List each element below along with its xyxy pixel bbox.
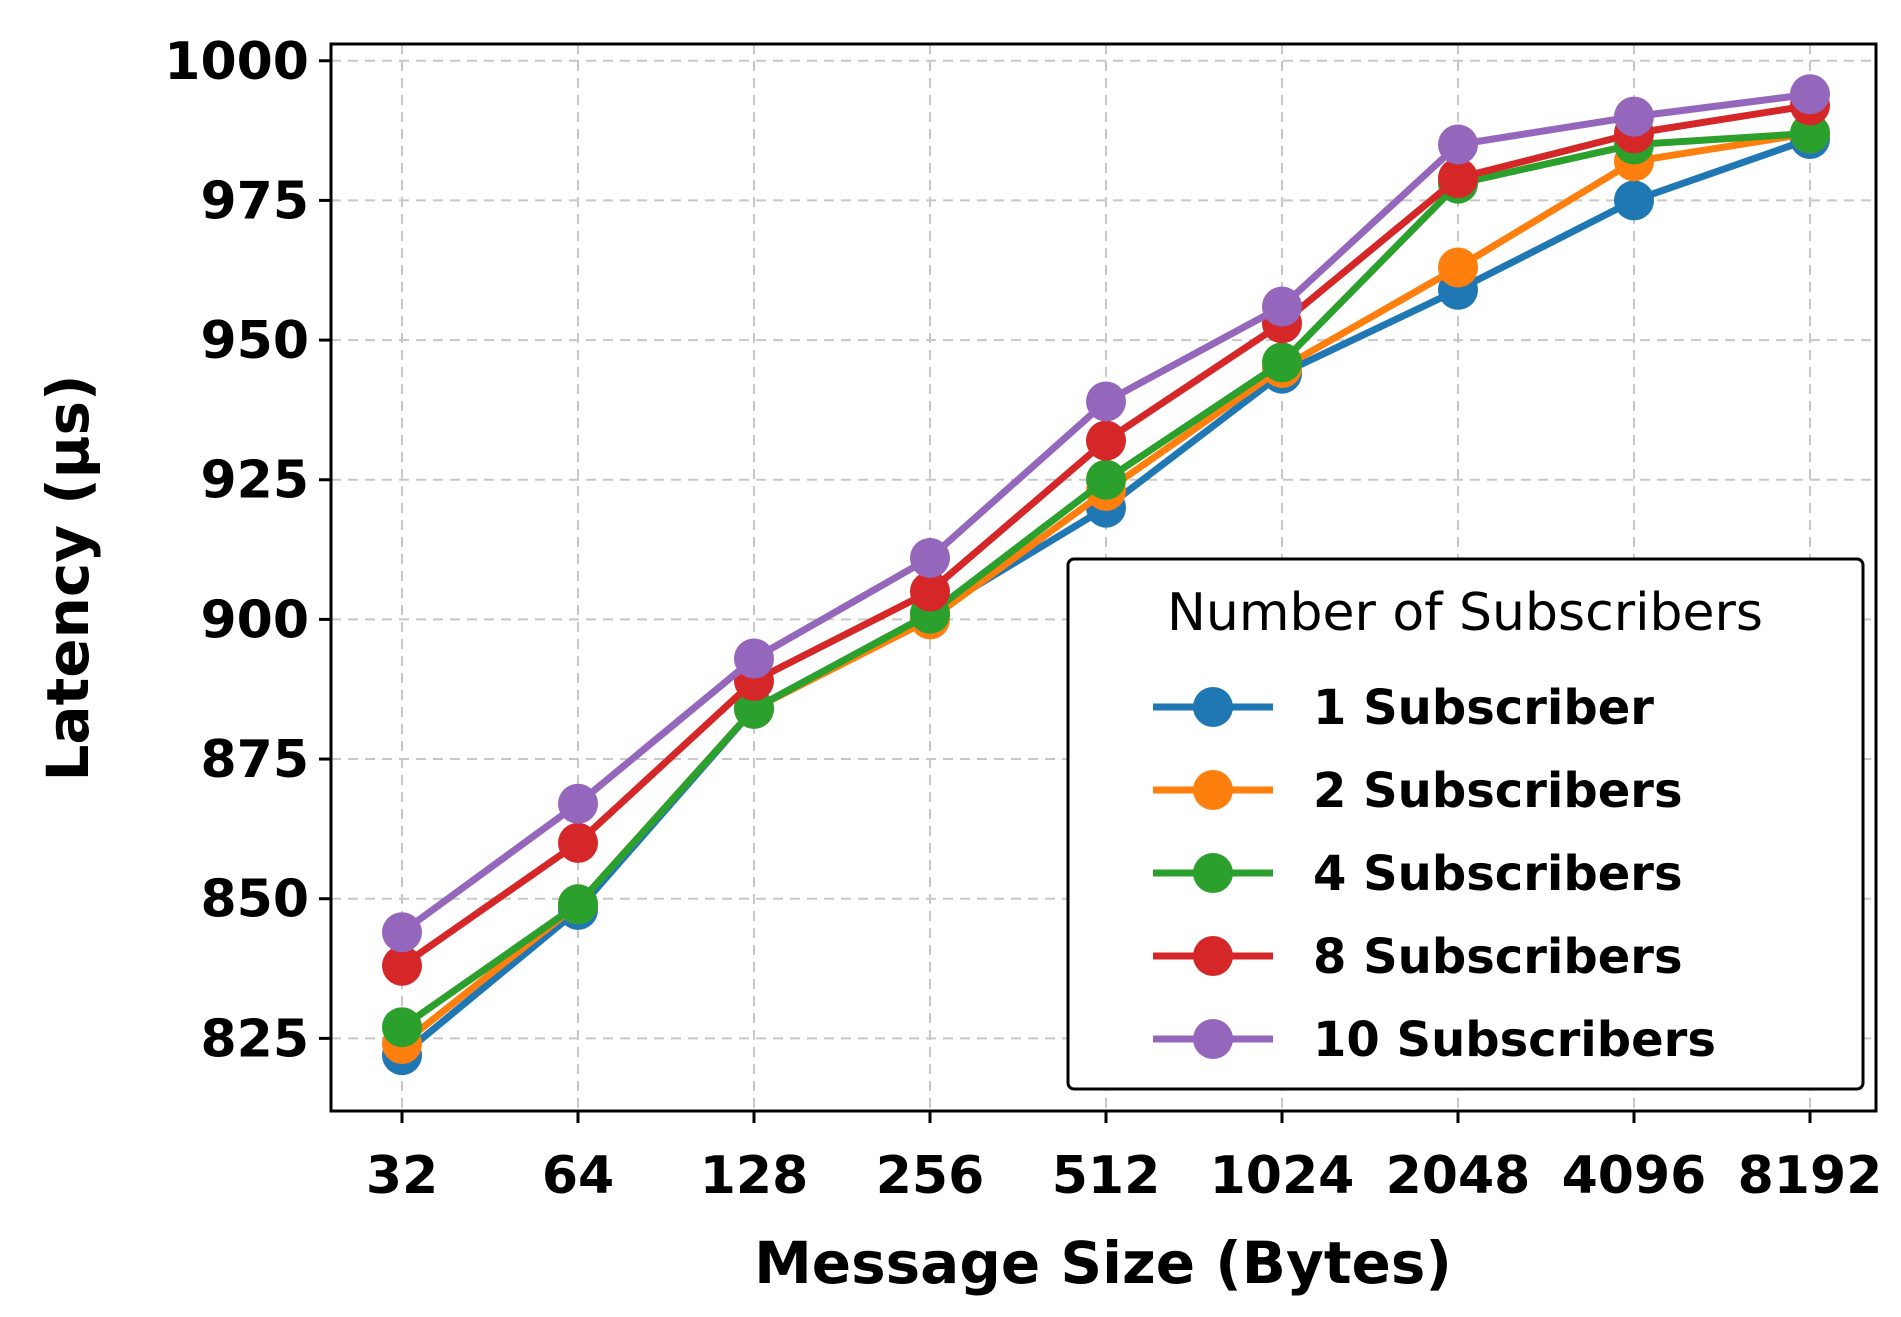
legend-marker bbox=[1193, 687, 1233, 727]
legend-item: 1 Subscriber bbox=[1153, 680, 1654, 736]
legend-item: 10 Subscribers bbox=[1153, 1012, 1716, 1068]
legend-item: 8 Subscribers bbox=[1153, 929, 1683, 985]
x-tick-label: 4096 bbox=[1562, 1146, 1707, 1206]
legend-marker bbox=[1193, 1019, 1233, 1059]
y-tick-label: 900 bbox=[200, 590, 309, 650]
y-axis-label: Latency (μs) bbox=[34, 374, 102, 781]
x-tick-label: 128 bbox=[700, 1146, 809, 1206]
data-point bbox=[910, 537, 950, 578]
data-point bbox=[734, 638, 774, 679]
data-point bbox=[1086, 381, 1126, 422]
data-point bbox=[558, 783, 598, 824]
data-point bbox=[1438, 158, 1478, 199]
x-tick-label: 256 bbox=[876, 1146, 985, 1206]
y-tick-label: 875 bbox=[200, 730, 309, 790]
x-tick-label: 64 bbox=[542, 1146, 614, 1206]
legend-title: Number of Subscribers bbox=[1167, 583, 1763, 643]
series-group bbox=[382, 74, 1830, 1076]
data-point bbox=[382, 912, 422, 953]
data-point bbox=[734, 688, 774, 729]
data-point bbox=[1262, 342, 1302, 383]
legend-label: 10 Subscribers bbox=[1313, 1012, 1716, 1068]
y-tick-label: 1000 bbox=[164, 32, 309, 92]
y-tick-label: 850 bbox=[200, 870, 309, 930]
legend-items: 1 Subscriber 2 Subscribers 4 Subscribers 8 … bbox=[1153, 680, 1716, 1068]
data-point bbox=[1438, 124, 1478, 165]
x-tick-label: 512 bbox=[1052, 1146, 1161, 1206]
legend-label: 2 Subscribers bbox=[1313, 763, 1683, 819]
x-axis: 32 64 128 256 512 1024 2048 4096 8192 bbox=[366, 1111, 1883, 1206]
data-point bbox=[1262, 286, 1302, 327]
legend-marker bbox=[1193, 853, 1233, 893]
data-point bbox=[1790, 113, 1830, 154]
legend-marker bbox=[1193, 936, 1233, 976]
data-point bbox=[1614, 96, 1654, 137]
legend-item: 2 Subscribers bbox=[1153, 763, 1683, 819]
data-point bbox=[1086, 420, 1126, 461]
x-axis-label: Message Size (Bytes) bbox=[754, 1229, 1452, 1297]
legend-label: 8 Subscribers bbox=[1313, 929, 1683, 985]
x-tick-label: 1024 bbox=[1210, 1146, 1355, 1206]
data-point bbox=[1614, 180, 1654, 221]
legend-marker bbox=[1193, 770, 1233, 810]
plot-area-frame bbox=[329, 42, 1878, 1113]
data-point bbox=[382, 945, 422, 986]
y-tick-label: 825 bbox=[200, 1009, 309, 1069]
x-tick-label: 8192 bbox=[1738, 1146, 1883, 1206]
y-tick-label: 925 bbox=[200, 451, 309, 511]
data-point bbox=[1438, 247, 1478, 288]
data-point bbox=[382, 1007, 422, 1048]
y-axis: 825 850 875 900 925 950 975 1000 bbox=[164, 32, 331, 1069]
data-point bbox=[558, 822, 598, 863]
data-point bbox=[558, 884, 598, 925]
x-tick-label: 2048 bbox=[1386, 1146, 1531, 1206]
y-tick-label: 975 bbox=[200, 171, 309, 231]
series-5 bbox=[382, 74, 1830, 953]
legend-item: 4 Subscribers bbox=[1153, 846, 1683, 902]
data-point bbox=[1790, 74, 1830, 115]
y-tick-label: 950 bbox=[200, 311, 309, 371]
data-point bbox=[910, 571, 950, 612]
legend-label: 1 Subscriber bbox=[1313, 680, 1654, 736]
legend: Number of Subscribers 1 Subscriber 2 Subs… bbox=[1066, 557, 1865, 1091]
data-point bbox=[1086, 459, 1126, 500]
legend-label: 4 Subscribers bbox=[1313, 846, 1683, 902]
x-tick-label: 32 bbox=[366, 1146, 438, 1206]
